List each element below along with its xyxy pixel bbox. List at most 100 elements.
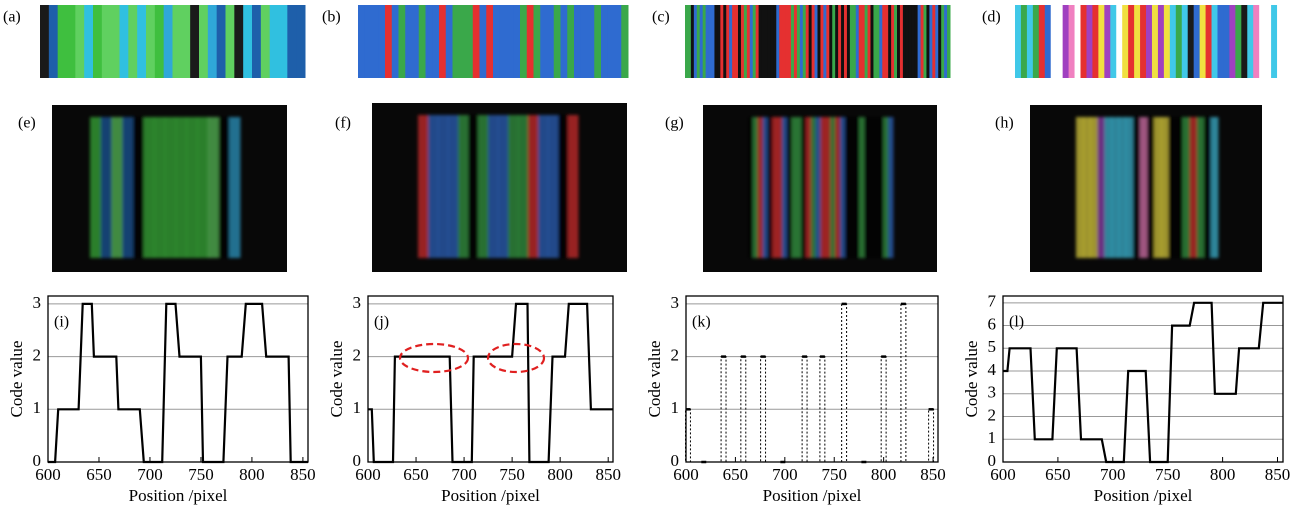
y-tick-label: 2 [671,346,680,365]
stripe [1265,5,1271,78]
highlight-ellipse [400,344,468,372]
stripe [385,5,392,78]
stripe [186,117,197,258]
stripe [753,117,758,258]
stripe [1211,117,1219,258]
stripe [538,115,549,258]
stripe [915,5,918,78]
bar [842,304,847,462]
stripe [1164,5,1170,78]
stripe [453,5,460,78]
stripe [821,117,826,258]
y-axis-label: Code value [645,341,664,418]
stripe [1206,5,1212,78]
stripe [90,117,101,258]
x-tick-label: 600 [355,465,381,484]
y-tick-label: 2 [33,346,42,365]
stripe [101,117,112,258]
y-axis-label: Code value [7,341,26,418]
stripe [865,5,868,78]
stripe [432,5,439,78]
y-tick-label: 1 [33,398,42,417]
step-line [1003,303,1283,462]
stripe [270,5,279,78]
stripe [392,5,399,78]
stripe [199,5,208,78]
stripe [697,5,700,78]
stripe [720,5,723,78]
stripe [726,5,729,78]
stripe [796,117,801,258]
panel-label: (k) [692,314,711,331]
stripe [165,117,176,258]
stripe [841,5,844,78]
stripe [296,5,305,78]
y-tick-label: 2 [988,405,997,424]
stripe [1223,5,1229,78]
stripe [947,5,950,78]
stripe [459,5,466,78]
stripe [918,5,921,78]
panel-label: (d) [982,9,1001,26]
x-axis-label: Position /pixel [129,486,228,505]
y-tick-label: 1 [353,398,362,417]
stripe [816,117,821,258]
stripe [1194,5,1200,78]
x-tick-label: 750 [821,465,847,484]
stripe [197,117,208,258]
stripe [621,5,628,78]
stripe [102,5,111,78]
stripe [1075,5,1081,78]
stripe [144,117,155,258]
stripe [426,5,433,78]
stripe [1161,117,1169,258]
stripe [438,115,449,258]
x-tick-label: 800 [1210,465,1236,484]
stripe [859,5,862,78]
stripe [468,115,479,258]
bar [901,304,906,462]
stripe [49,5,58,78]
stripe [1271,5,1277,78]
stripe [111,117,122,258]
stripe [921,5,924,78]
x-tick-label: 800 [547,465,573,484]
panel-label: (i) [54,314,69,331]
stripe [785,5,788,78]
stripe [1204,117,1212,258]
stripe [758,117,763,258]
stripe [419,5,426,78]
stripe [772,117,777,258]
stripe [500,5,507,78]
stripe [782,5,785,78]
x-tick-label: 750 [188,465,214,484]
stripe [941,5,944,78]
stripe [478,115,489,258]
stripe [1076,117,1084,258]
stripe [128,5,137,78]
stripe [1188,5,1194,78]
stripe [935,5,938,78]
x-tick-label: 700 [1100,465,1126,484]
stripe [765,5,768,78]
stripe [735,5,738,78]
stripe [594,5,601,78]
stripe [806,117,811,258]
stripe [767,5,770,78]
stripe [864,117,869,258]
x-tick-label: 850 [595,465,621,484]
stripe [558,115,569,258]
stripe [1098,5,1104,78]
stripe [466,5,473,78]
stripe [358,5,365,78]
stripe [208,5,217,78]
stripe [1140,117,1148,258]
x-tick-label: 700 [451,465,477,484]
stripe [845,117,850,258]
stripe [520,5,527,78]
y-tick-label: 5 [988,337,997,356]
stripe [568,115,579,258]
stripe [1154,117,1162,258]
y-tick-label: 3 [33,293,42,312]
x-tick-label: 650 [86,465,112,484]
